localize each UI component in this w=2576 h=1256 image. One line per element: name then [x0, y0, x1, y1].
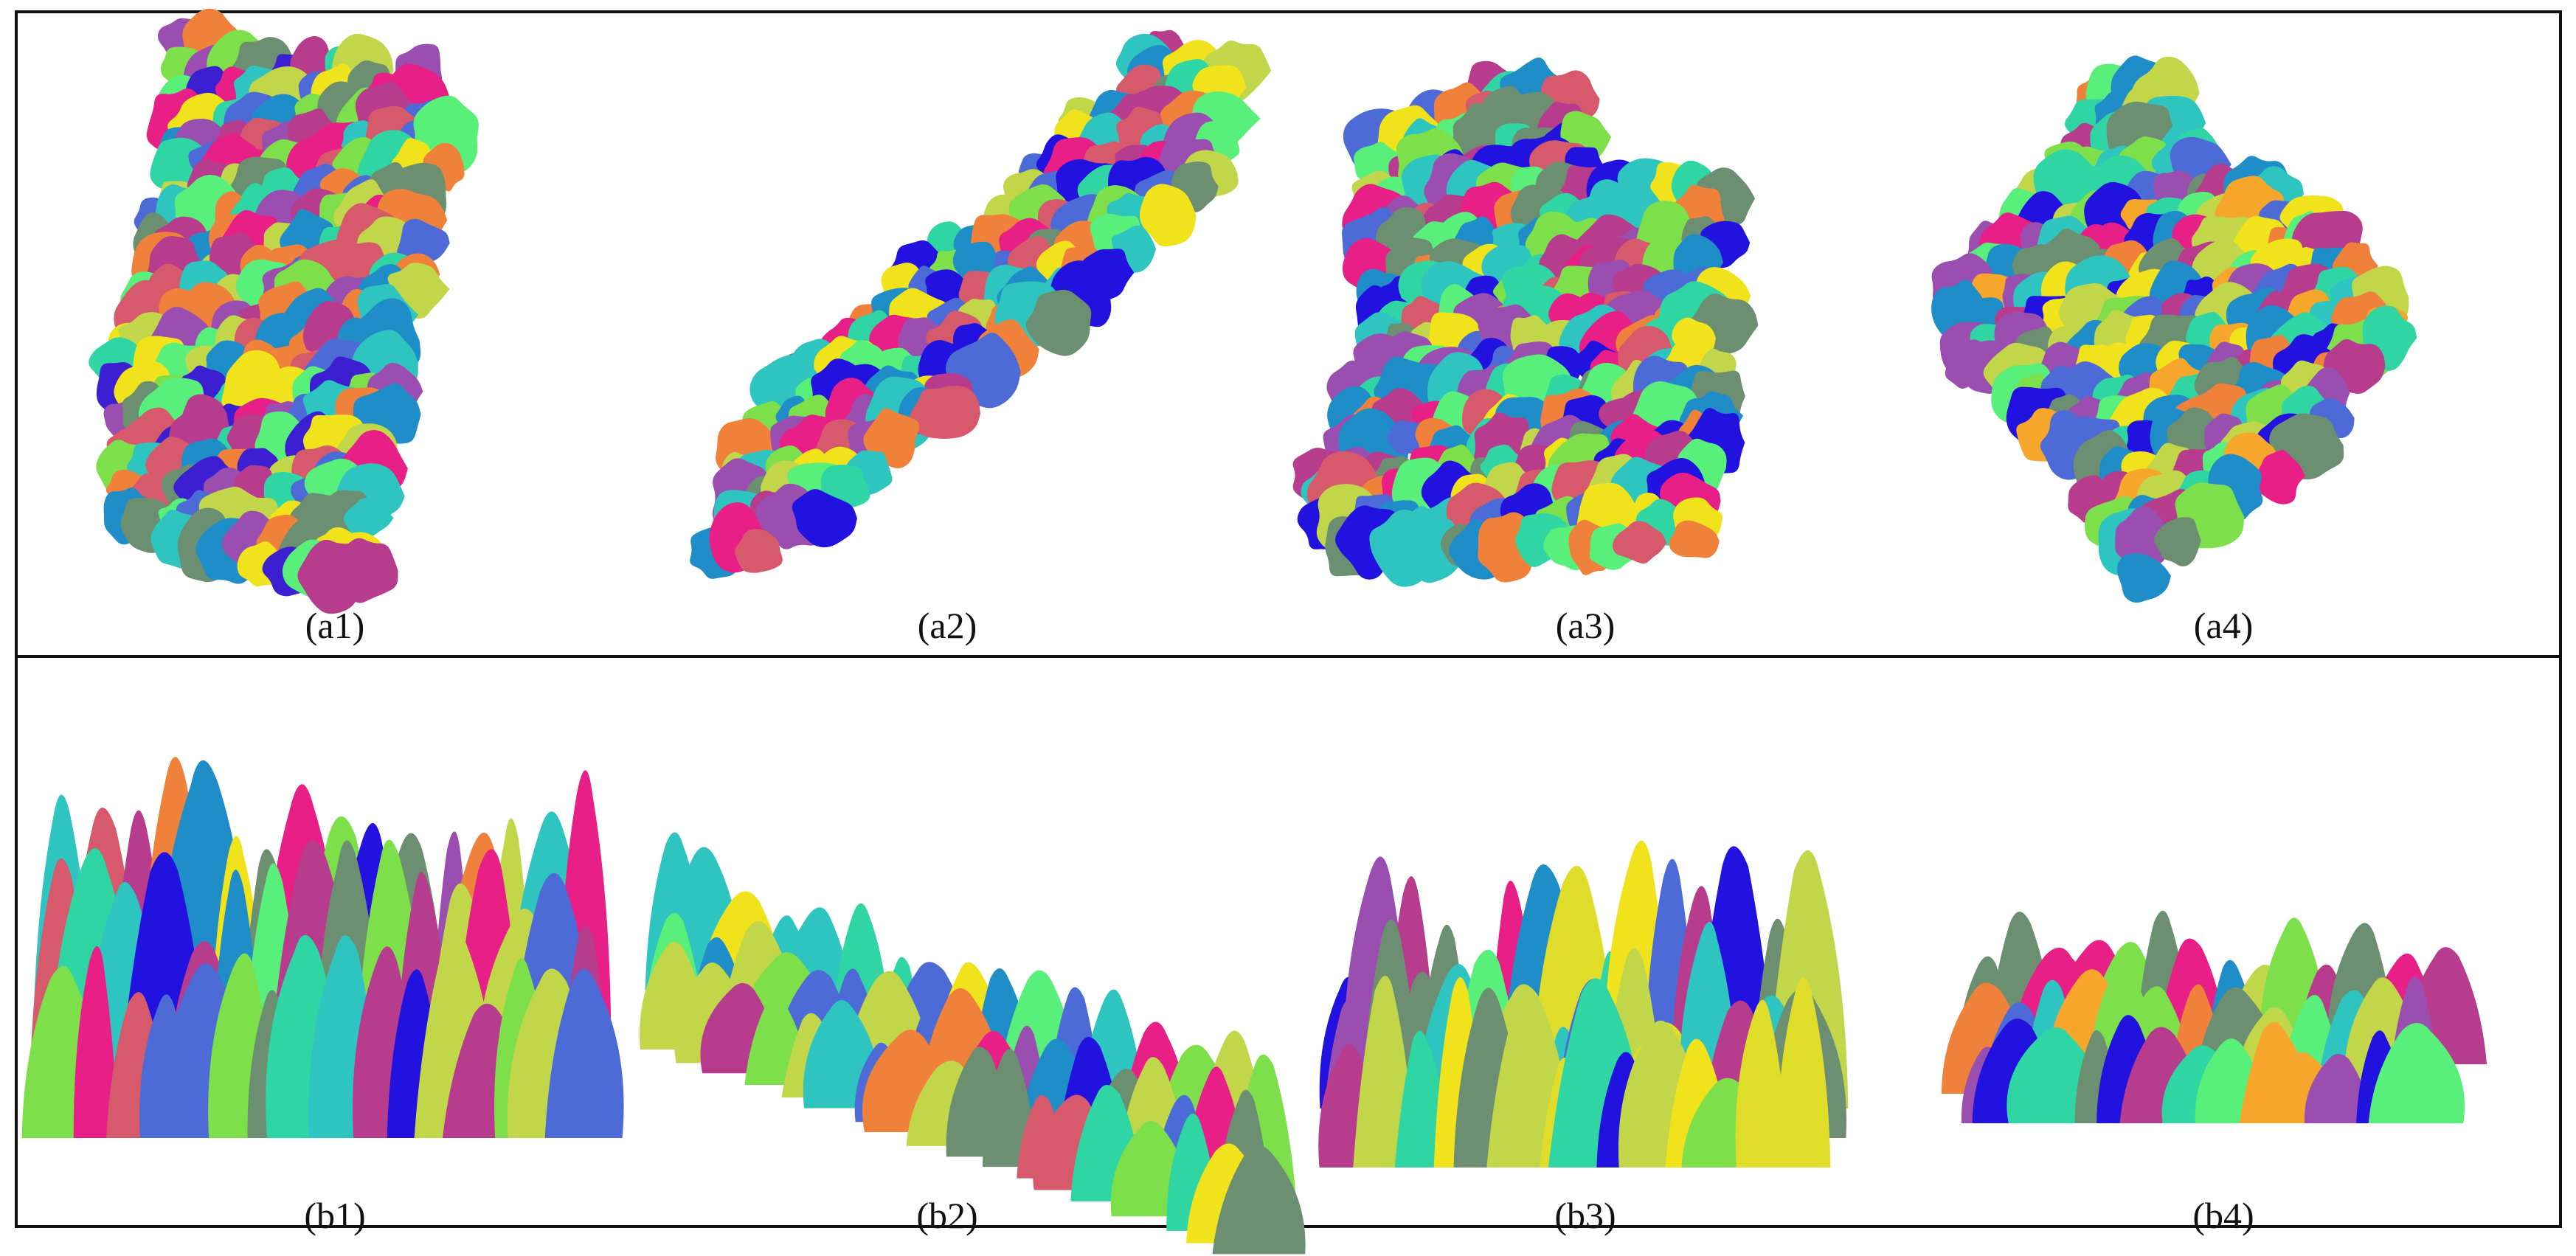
panel-b2: (b2) — [640, 666, 1306, 1256]
tree-crown-segment — [925, 269, 970, 308]
tree-crown-segment — [1387, 420, 1426, 455]
caption-b3: (b3) — [1554, 1195, 1616, 1236]
tree-segment — [2304, 1053, 2373, 1123]
tree-crown-segment — [1025, 289, 1092, 356]
tree-crown-segment — [1139, 184, 1197, 247]
segmented-point-cloud-b3 — [1318, 840, 1849, 1167]
tree-crown-segment — [339, 538, 398, 603]
tree-segment — [1394, 1030, 1446, 1167]
caption-a4: (a4) — [2193, 605, 2254, 646]
panel-a4: (a4) — [1921, 21, 2526, 644]
tree-crown-segment — [290, 35, 331, 81]
tree-segment — [1212, 1145, 1306, 1255]
panel-a1: (a1) — [32, 8, 637, 644]
tree-crown-segment — [343, 497, 394, 538]
tree-crown-segment — [2116, 553, 2171, 603]
tree-crown-segment — [2115, 506, 2172, 568]
caption-a3: (a3) — [1555, 605, 1616, 646]
segmented-point-cloud-a1 — [89, 8, 479, 614]
tree-crown-segment — [1613, 521, 1667, 564]
caption-a1: (a1) — [305, 605, 365, 646]
tree-crown-segment — [952, 241, 1000, 281]
tree-segment — [1353, 976, 1416, 1167]
caption-b4: (b4) — [2192, 1195, 2254, 1236]
segmented-point-cloud-a3 — [1292, 57, 1759, 587]
tree-crown-segment — [792, 489, 857, 548]
tree-segment — [544, 968, 624, 1138]
segmented-point-cloud-a2 — [690, 30, 1272, 579]
panel-a3: (a3) — [1283, 21, 1888, 644]
tree-segment — [2368, 1023, 2465, 1123]
tree-segment — [73, 946, 120, 1138]
panel-b1: (b1) — [21, 666, 637, 1256]
caption-b2: (b2) — [916, 1195, 978, 1236]
tree-crown-segment — [1669, 520, 1720, 558]
caption-a2: (a2) — [917, 605, 977, 646]
caption-b1: (b1) — [304, 1195, 366, 1236]
row-divider — [18, 655, 2559, 658]
segmented-point-cloud-b2 — [640, 832, 1306, 1255]
segmented-point-cloud-b1 — [21, 757, 624, 1138]
panel-b3: (b3) — [1283, 666, 1888, 1256]
segmented-point-cloud-a4 — [1931, 55, 2417, 603]
segmented-point-cloud-b4 — [1941, 910, 2487, 1123]
tree-crown-segment — [2153, 517, 2201, 567]
tree-crown-segment — [910, 386, 981, 439]
panel-a2: (a2) — [645, 21, 1272, 644]
tree-segment — [1776, 976, 1831, 1167]
tree-crown-segment — [2254, 450, 2305, 504]
panel-b4: (b4) — [1921, 666, 2526, 1256]
tree-crown-segment — [735, 529, 783, 573]
tree-segment — [1735, 999, 1787, 1167]
figure-frame: (a1) (a2) (a3) (a4) (b1) (b2) (b3) (b4) — [15, 8, 2562, 1255]
